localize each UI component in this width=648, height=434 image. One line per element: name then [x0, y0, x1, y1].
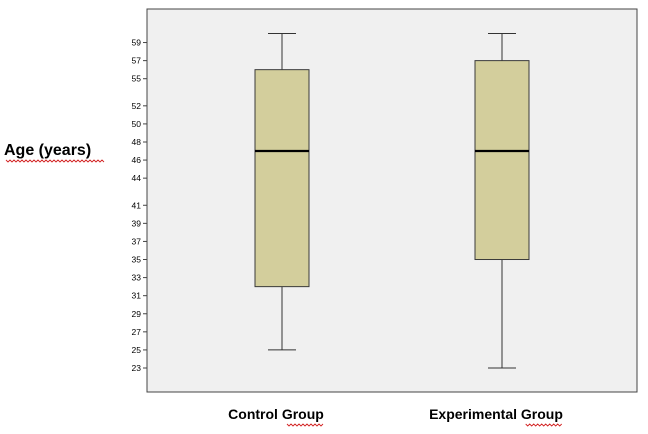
y-tick-label-27: 27	[132, 327, 142, 337]
y-axis-label: Age (years)	[4, 142, 91, 159]
y-tick-label-46: 46	[132, 155, 142, 165]
boxes	[254, 33, 530, 369]
ylabel-spellcheck-underline	[5, 159, 105, 163]
category-label-experimental-group: Experimental Group	[429, 406, 563, 422]
y-tick-label-41: 41	[132, 200, 142, 210]
y-tick-label-52: 52	[132, 101, 142, 111]
spellcheck-underline-experimental-group	[525, 423, 563, 427]
y-tick-label-29: 29	[132, 309, 142, 319]
y-tick-label-44: 44	[132, 173, 142, 183]
y-tick-label-55: 55	[132, 74, 142, 84]
y-tick-label-57: 57	[132, 56, 142, 66]
spellcheck-underline-control-group	[286, 423, 324, 427]
y-tick-label-33: 33	[132, 273, 142, 283]
plot-area	[146, 8, 638, 393]
y-tick-label-50: 50	[132, 119, 142, 129]
iqr-box-experimental-group	[474, 60, 530, 261]
iqr-box-control-group	[254, 69, 310, 288]
y-tick-label-39: 39	[132, 218, 142, 228]
y-tick-label-37: 37	[132, 236, 142, 246]
y-tick-label-25: 25	[132, 345, 142, 355]
category-label-control-group: Control Group	[228, 406, 324, 422]
y-tick-label-23: 23	[132, 363, 142, 373]
y-tick-label-48: 48	[132, 137, 142, 147]
x-axis-category-labels: Control Group Experimental Group	[228, 406, 563, 427]
y-tick-label-31: 31	[132, 291, 142, 301]
y-tick-label-35: 35	[132, 255, 142, 265]
y-tick-label-59: 59	[132, 38, 142, 48]
y-axis-ticks: 59 57 55 52 50 48 46 44 41 39 37 35 33 31 29 27 25 23	[132, 38, 147, 373]
